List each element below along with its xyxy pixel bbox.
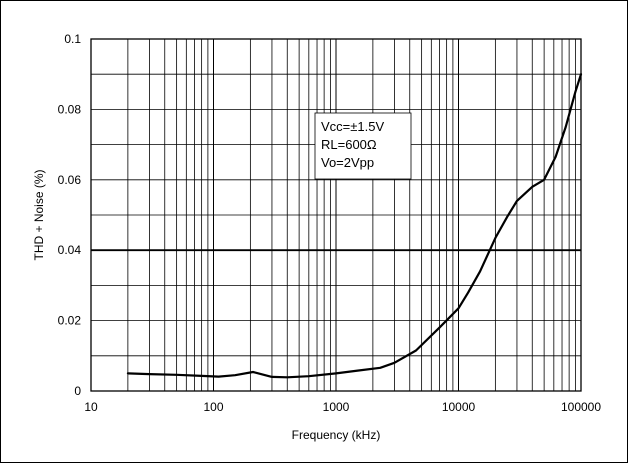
annotation-box: Vcc=±1.5V RL=600Ω Vo=2Vpp bbox=[314, 112, 412, 180]
y-axis-label: THD + Noise (%) bbox=[32, 169, 46, 260]
series-layer bbox=[126, 73, 583, 379]
x-tick-label: 100 bbox=[203, 400, 223, 414]
annotation-line: RL=600Ω bbox=[321, 137, 377, 152]
tick-labels: 10 100 1000 10000 100000 0 0.02 0.04 0.06 0.08 0.1 bbox=[58, 32, 602, 414]
annotation-box-border bbox=[314, 112, 412, 180]
x-tick-label: 100000 bbox=[561, 400, 601, 414]
x-axis-label: Frequency (kHz) bbox=[292, 428, 381, 442]
grid-lines bbox=[91, 39, 581, 391]
x-tick-label: 1000 bbox=[323, 400, 350, 414]
annotation-line: Vcc=±1.5V bbox=[321, 119, 384, 134]
y-tick-label: 0.02 bbox=[58, 314, 82, 328]
plot-border bbox=[90, 38, 582, 392]
x-tick-label: 10000 bbox=[442, 400, 476, 414]
x-tick-label: 10 bbox=[84, 400, 98, 414]
y-tick-label: 0 bbox=[74, 384, 81, 398]
series-line bbox=[126, 73, 583, 379]
y-tick-label: 0.06 bbox=[58, 173, 82, 187]
y-tick-label: 0.04 bbox=[58, 243, 82, 257]
y-tick-label: 0.08 bbox=[58, 102, 82, 116]
y-tick-label: 0.1 bbox=[64, 32, 81, 46]
annotation-line: Vo=2Vpp bbox=[321, 155, 374, 170]
plot-area-border bbox=[90, 38, 582, 392]
